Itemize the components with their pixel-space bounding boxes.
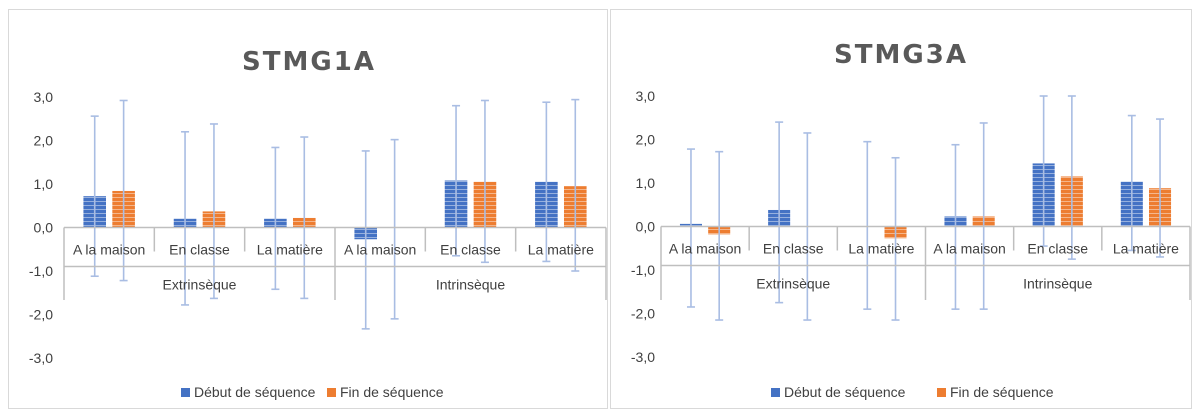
chart-panel-stmg1a: STMG1A 3,0 2,0 1,0 0,0 -1,0 -2,0 -3,0 A la maiso… [8,9,608,409]
y-tick-label: -3,0 [29,350,53,366]
group-label: Intrinsèque [1023,276,1092,292]
category-label: A la maison [669,241,741,257]
chart-title: STMG1A [242,47,376,77]
series-1 [708,95,1172,321]
y-tick-label: -2,0 [631,306,655,322]
y-tick-label: -1,0 [29,263,53,279]
category-label: La matière [1113,241,1179,257]
category-label: En classe [169,242,230,258]
legend-swatch [771,388,780,397]
legend-label: Fin de séquence [340,384,444,400]
legend-label: Début de séquence [784,384,906,400]
group-label: Extrinsèque [756,276,830,292]
y-tick-label: 0,0 [34,220,54,236]
category-label: La matière [528,242,594,258]
series-0 [679,95,1143,310]
y-tick-label: -2,0 [29,307,53,323]
y-tick-label: 0,0 [636,219,656,235]
chart-panel-stmg3a: STMG3A 3,0 2,0 1,0 0,0 -1,0 -2,0 -3,0 A la maiso… [610,9,1192,409]
y-tick-label: 1,0 [636,175,656,191]
group-label: Intrinsèque [436,277,505,293]
category-label: La matière [848,241,914,257]
category-label: La matière [257,242,323,258]
chart-svg: STMG3A 3,0 2,0 1,0 0,0 -1,0 -2,0 -3,0 A la maiso… [631,40,1191,400]
legend-label: Fin de séquence [950,384,1054,400]
y-tick-label: -1,0 [631,262,655,278]
group-label: Extrinsèque [163,277,237,293]
series-1 [112,98,587,320]
series-0 [83,101,558,330]
legend-swatch [181,388,190,397]
category-label: En classe [763,241,824,257]
category-label: A la maison [344,242,416,258]
category-label: A la maison [73,242,145,258]
category-label: A la maison [933,241,1005,257]
y-tick-label: 3,0 [636,88,656,104]
legend-swatch [327,388,336,397]
category-label: En classe [440,242,501,258]
chart-title: STMG3A [834,40,968,70]
y-tick-label: 2,0 [636,132,656,148]
y-tick-label: 3,0 [34,89,54,105]
y-tick-label: 2,0 [34,133,54,149]
chart-svg: STMG1A 3,0 2,0 1,0 0,0 -1,0 -2,0 -3,0 A la maiso… [29,47,607,400]
category-label: En classe [1027,241,1088,257]
legend-swatch [937,388,946,397]
y-tick-label: 1,0 [34,176,54,192]
y-tick-label: -3,0 [631,349,655,365]
legend-label: Début de séquence [194,384,316,400]
